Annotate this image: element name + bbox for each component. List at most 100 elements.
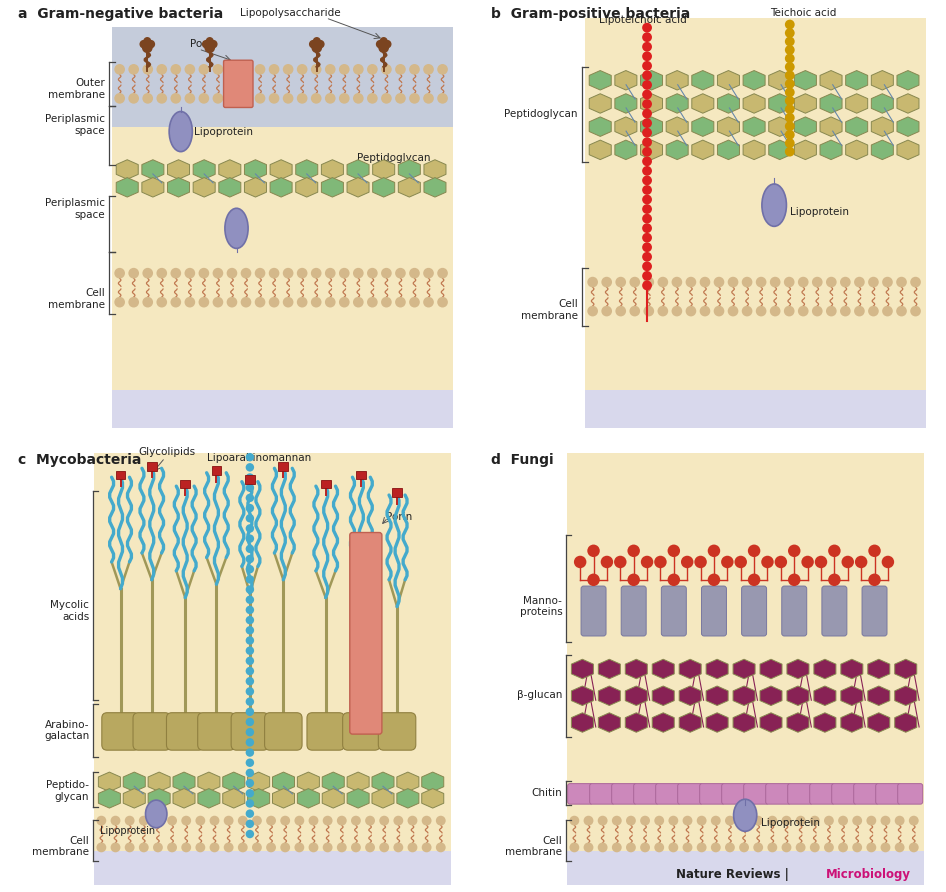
Circle shape	[437, 64, 447, 75]
Circle shape	[867, 815, 876, 826]
Circle shape	[909, 815, 919, 826]
Polygon shape	[846, 70, 867, 90]
Circle shape	[246, 606, 254, 615]
Circle shape	[213, 64, 223, 75]
Circle shape	[139, 842, 149, 853]
Polygon shape	[666, 117, 688, 136]
Text: Cell
membrane: Cell membrane	[32, 836, 89, 857]
Circle shape	[627, 574, 639, 586]
Circle shape	[598, 815, 607, 826]
Circle shape	[642, 32, 652, 42]
Circle shape	[237, 815, 248, 826]
Circle shape	[868, 544, 881, 557]
Circle shape	[143, 268, 153, 278]
Circle shape	[770, 306, 780, 317]
Circle shape	[311, 297, 322, 308]
Circle shape	[96, 815, 106, 826]
Text: Chitin: Chitin	[532, 788, 562, 798]
Circle shape	[199, 268, 209, 278]
Circle shape	[409, 297, 420, 308]
Circle shape	[683, 815, 692, 826]
Circle shape	[840, 277, 850, 287]
Circle shape	[669, 842, 678, 853]
Polygon shape	[615, 140, 637, 160]
Text: Cell
membrane: Cell membrane	[521, 299, 578, 321]
Circle shape	[111, 842, 120, 853]
Circle shape	[785, 79, 795, 88]
Circle shape	[642, 176, 652, 186]
Circle shape	[323, 842, 333, 853]
Circle shape	[240, 93, 252, 103]
Circle shape	[881, 842, 890, 853]
Polygon shape	[615, 70, 637, 90]
Bar	[585, 391, 926, 428]
Circle shape	[148, 40, 154, 47]
Circle shape	[896, 306, 907, 317]
Circle shape	[810, 815, 819, 826]
Polygon shape	[625, 686, 647, 706]
Circle shape	[246, 738, 254, 747]
Polygon shape	[744, 140, 765, 160]
Circle shape	[642, 281, 652, 291]
Polygon shape	[149, 772, 170, 791]
Polygon shape	[841, 713, 863, 732]
Polygon shape	[795, 140, 816, 160]
Polygon shape	[652, 713, 674, 732]
Polygon shape	[373, 160, 394, 179]
Circle shape	[587, 574, 600, 586]
Circle shape	[395, 64, 406, 75]
Circle shape	[868, 277, 879, 287]
Circle shape	[642, 42, 652, 52]
Polygon shape	[692, 94, 714, 113]
Text: Lipoteichoic acid: Lipoteichoic acid	[599, 14, 687, 24]
FancyBboxPatch shape	[742, 586, 766, 636]
Polygon shape	[347, 789, 369, 808]
Circle shape	[246, 575, 254, 583]
Polygon shape	[116, 160, 138, 179]
Polygon shape	[598, 713, 621, 732]
Polygon shape	[297, 772, 320, 791]
Circle shape	[353, 297, 363, 308]
Circle shape	[797, 277, 809, 287]
Circle shape	[785, 130, 795, 139]
FancyBboxPatch shape	[781, 586, 807, 636]
Circle shape	[629, 277, 640, 287]
FancyBboxPatch shape	[677, 784, 703, 805]
Polygon shape	[867, 659, 890, 679]
Circle shape	[223, 842, 234, 853]
Circle shape	[854, 277, 865, 287]
Circle shape	[756, 277, 766, 287]
Polygon shape	[744, 117, 765, 136]
Circle shape	[246, 555, 254, 563]
Circle shape	[642, 99, 652, 109]
Circle shape	[842, 556, 854, 568]
Polygon shape	[589, 117, 611, 136]
Circle shape	[616, 306, 626, 317]
Polygon shape	[666, 94, 688, 113]
Polygon shape	[272, 772, 294, 791]
FancyBboxPatch shape	[102, 713, 139, 750]
Polygon shape	[706, 686, 728, 706]
Polygon shape	[173, 789, 195, 808]
Circle shape	[423, 297, 434, 308]
Polygon shape	[760, 713, 782, 732]
Circle shape	[642, 271, 652, 281]
Circle shape	[246, 687, 254, 696]
Circle shape	[643, 306, 654, 317]
Circle shape	[896, 277, 907, 287]
Polygon shape	[640, 140, 662, 160]
Text: Lipoprotein: Lipoprotein	[194, 127, 254, 136]
Polygon shape	[744, 94, 765, 113]
Circle shape	[254, 64, 266, 75]
Polygon shape	[347, 178, 369, 197]
Circle shape	[246, 636, 254, 645]
Polygon shape	[222, 789, 245, 808]
Polygon shape	[846, 140, 867, 160]
Circle shape	[311, 42, 323, 54]
Circle shape	[826, 306, 836, 317]
Circle shape	[246, 545, 254, 553]
Polygon shape	[795, 70, 816, 90]
Circle shape	[394, 815, 403, 826]
Circle shape	[642, 109, 652, 119]
Bar	[357, 471, 366, 480]
